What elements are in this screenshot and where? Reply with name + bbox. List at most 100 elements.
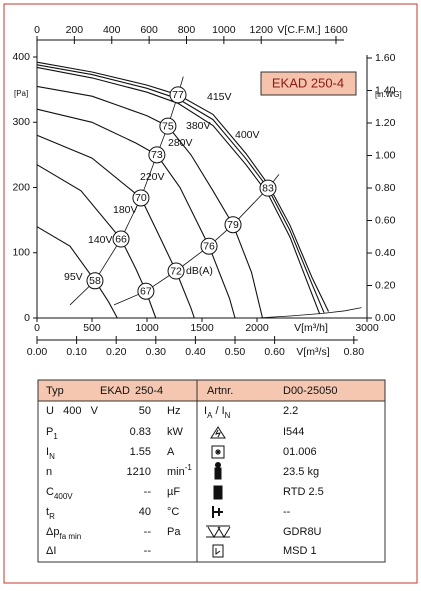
top-tick-label: 800 (178, 24, 196, 36)
y2-axis-unit: [in.WG] (375, 90, 402, 99)
noise-marker-label: 67 (140, 286, 152, 298)
row-label-sub: 400V (54, 492, 73, 501)
bottom2-tick-label: 0.40 (185, 346, 206, 358)
row-unit: Pa (167, 526, 181, 538)
row-value: 40 (139, 506, 151, 518)
y-tick-label: 300 (12, 116, 30, 128)
noise-marker (159, 117, 177, 135)
x-tick-label: 1500 (190, 322, 214, 334)
row-right-value: 01.006 (283, 446, 317, 458)
frame (3, 3, 418, 584)
table-header-cell: D00-25050 (283, 385, 337, 397)
row-label: tR (46, 506, 55, 521)
curve-label: 415V (207, 91, 232, 103)
curve (36, 64, 325, 314)
row-label: IN (46, 446, 55, 461)
title-box (260, 71, 357, 96)
curve-label: 380V (186, 120, 211, 132)
noise-marker (200, 237, 218, 255)
curve (36, 134, 195, 319)
marker-unit: dB(A) (186, 265, 213, 277)
curve-label: 220V (140, 171, 165, 183)
noise-marker (86, 272, 104, 290)
icons (206, 426, 231, 558)
curve (36, 66, 321, 315)
row-unit: µF (167, 486, 180, 498)
noise-marker-label: 58 (89, 275, 101, 287)
y-tick-label: 100 (12, 247, 30, 259)
y2-tick-label: 1.00 (375, 149, 396, 161)
y2-tick-label: 0.20 (375, 279, 396, 291)
top-tick-label: 400 (103, 24, 121, 36)
x-tick-label: 500 (83, 322, 101, 334)
row-unit: min-1 (167, 463, 192, 478)
y2-tick-label: 1.20 (375, 117, 396, 129)
curve-label: 140V (88, 234, 113, 246)
top-tick-label: 1000 (212, 24, 236, 36)
noise-marker (224, 216, 242, 234)
bottom2-axis-label: V[m³/s] (296, 346, 329, 358)
icon-protection (210, 426, 226, 439)
row-unit: °C (167, 506, 179, 518)
top-tick-label: 600 (140, 24, 158, 36)
x-axis-label: V[m³/h] (294, 322, 328, 334)
y2-tick-label: 0.40 (375, 247, 396, 259)
row-right-label-sub: A (207, 411, 213, 420)
table-header-cell: Typ (46, 385, 64, 397)
row-label-part: P (46, 426, 53, 438)
top-tick-label: 1200 (250, 24, 274, 36)
bottom2-tick-label: 0.10 (66, 346, 87, 358)
row-label-part: n (46, 466, 52, 478)
row-right-value: -- (283, 506, 291, 518)
row-right-value: 23.5 kg (283, 466, 319, 478)
y-axis-unit: [Pa] (14, 89, 28, 98)
icon-thermal (212, 506, 223, 518)
row-label: U 400 V (46, 405, 99, 417)
icon-capacitor (213, 485, 223, 500)
noise-marker-label: 83 (262, 182, 274, 194)
curve-label: 280V (168, 137, 193, 149)
icon-class (211, 445, 225, 459)
row-unit-part: min (167, 466, 185, 478)
top-tick-label: 0 (34, 24, 40, 36)
row-value: 1.55 (130, 446, 151, 458)
noise-marker-label: 75 (162, 120, 174, 132)
icon-star (215, 449, 221, 455)
pd2-line (256, 307, 362, 319)
row-label-sub: N (49, 452, 55, 461)
curve-label: 400V (235, 129, 260, 141)
row-label-sub: fa min (59, 532, 81, 541)
row-label: ΔI (46, 545, 56, 557)
row-value: -- (144, 486, 152, 498)
row-unit: A (167, 446, 175, 458)
row-label: Δpfa min (46, 526, 81, 541)
row-right-value: MSD 1 (283, 545, 317, 557)
bottom2-tick-label: 0.80 (344, 346, 365, 358)
row-right-value: RTD 2.5 (283, 486, 324, 498)
top-tick-label: 1600 (324, 24, 348, 36)
row-right-value: I544 (283, 426, 304, 438)
row-value: -- (144, 545, 152, 557)
noise-marker-label: 70 (135, 192, 147, 204)
row-label-part: Δp (46, 526, 59, 538)
noise-marker (169, 86, 187, 104)
y2-tick-label: 0.60 (375, 214, 396, 226)
x-tick-label: 3000 (355, 322, 379, 334)
row-label-part: C (46, 486, 54, 498)
row-unit-part: kW (167, 426, 184, 438)
x-tick-label: 2000 (245, 322, 269, 334)
table-header-cell: 250-4 (135, 385, 163, 397)
row-label: P1 (46, 426, 58, 441)
noise-marker-label: 72 (170, 265, 182, 277)
row-label-part: I (46, 446, 49, 458)
x-tick-label: 0 (34, 322, 40, 334)
row-right-value: 2.2 (283, 405, 298, 417)
top-tick-label: 200 (66, 24, 84, 36)
y2-tick-label: 0.00 (375, 312, 396, 324)
icon-pressure (206, 525, 231, 538)
y2-tick-label: 0.80 (375, 182, 396, 194)
row-label-sub: R (49, 512, 55, 521)
